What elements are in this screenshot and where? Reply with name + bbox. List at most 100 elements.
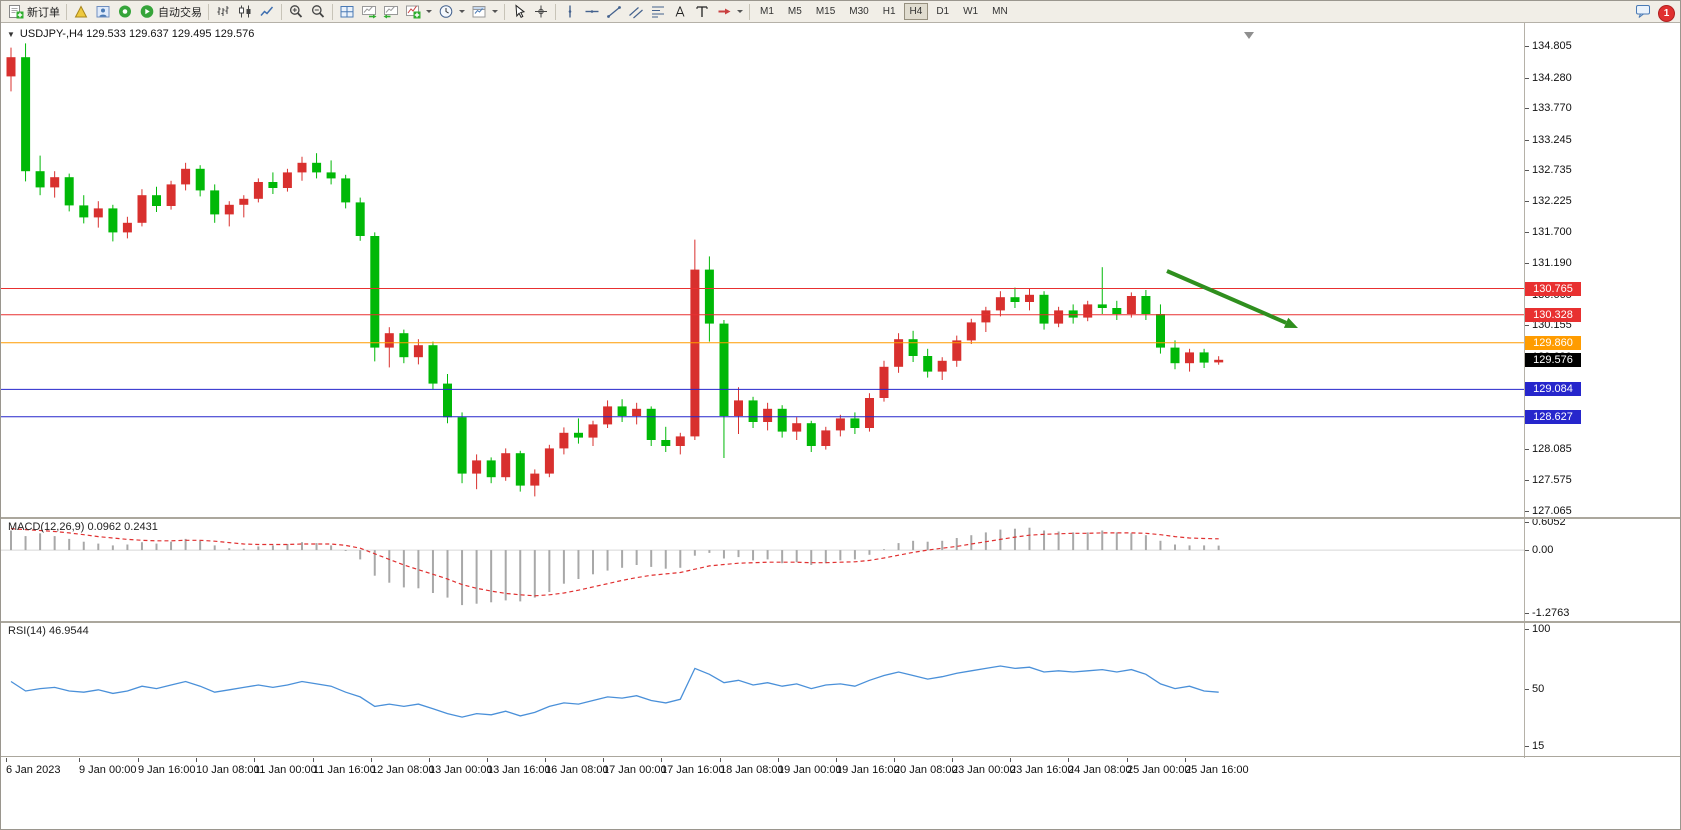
candle[interactable] bbox=[1054, 306, 1064, 328]
candle[interactable] bbox=[661, 426, 671, 452]
periods-button[interactable] bbox=[435, 2, 468, 21]
dropdown-caret-icon[interactable] bbox=[737, 10, 743, 13]
candle[interactable] bbox=[486, 457, 496, 484]
candle[interactable] bbox=[1141, 290, 1151, 320]
candle[interactable] bbox=[1199, 348, 1209, 368]
candle[interactable] bbox=[1170, 340, 1180, 370]
candle[interactable] bbox=[64, 173, 74, 212]
candle[interactable] bbox=[574, 418, 583, 444]
support-button[interactable] bbox=[114, 2, 136, 21]
candle[interactable] bbox=[50, 171, 60, 198]
candle[interactable] bbox=[166, 180, 176, 210]
horizontal-line-button[interactable] bbox=[581, 2, 603, 21]
candle[interactable] bbox=[981, 306, 991, 332]
candle[interactable] bbox=[6, 47, 16, 92]
candle[interactable] bbox=[195, 165, 205, 197]
chart-shift-button[interactable] bbox=[380, 2, 402, 21]
candle[interactable] bbox=[137, 189, 147, 227]
candle[interactable] bbox=[690, 239, 700, 440]
autotrading-button[interactable]: 自动交易 bbox=[136, 2, 205, 21]
candle[interactable] bbox=[239, 195, 249, 218]
trendline-button[interactable] bbox=[603, 2, 625, 21]
candle[interactable] bbox=[1156, 304, 1165, 354]
candle[interactable] bbox=[1214, 356, 1224, 365]
chat-icon[interactable] bbox=[1635, 3, 1651, 23]
new-order-button[interactable]: 新订单 bbox=[5, 2, 63, 21]
candle[interactable] bbox=[675, 432, 685, 455]
candle[interactable] bbox=[224, 201, 234, 227]
timeframe-mn[interactable]: MN bbox=[992, 6, 1008, 17]
candle[interactable] bbox=[632, 402, 642, 425]
crosshair-button[interactable] bbox=[530, 2, 552, 21]
fibonacci-button[interactable] bbox=[647, 2, 669, 21]
channel-button[interactable] bbox=[625, 2, 647, 21]
candle[interactable] bbox=[457, 412, 467, 484]
line-chart-button[interactable] bbox=[256, 2, 278, 21]
candle[interactable] bbox=[850, 412, 860, 434]
candle[interactable] bbox=[894, 333, 904, 373]
candle[interactable] bbox=[355, 197, 365, 241]
panel-splitter[interactable] bbox=[1, 756, 1680, 757]
candle[interactable] bbox=[544, 444, 554, 478]
timeframe-m5[interactable]: M5 bbox=[787, 6, 802, 17]
candle[interactable] bbox=[253, 178, 263, 203]
timeframe-m15[interactable]: M15 bbox=[815, 6, 836, 17]
candle[interactable] bbox=[952, 335, 962, 367]
timeframe-m1[interactable]: M1 bbox=[760, 6, 774, 17]
timeframe-w1[interactable]: W1 bbox=[963, 6, 979, 17]
editor-button[interactable] bbox=[70, 2, 92, 21]
timeframe-h4[interactable]: H4 bbox=[903, 3, 929, 20]
candle[interactable] bbox=[443, 374, 452, 424]
notification-badge[interactable]: 1 bbox=[1658, 4, 1675, 22]
candle[interactable] bbox=[603, 400, 613, 428]
panel-splitter[interactable] bbox=[1, 517, 1680, 519]
candle[interactable] bbox=[908, 330, 918, 362]
one-click-trading-toggle[interactable]: ▼ bbox=[7, 29, 15, 39]
zoom-in-button[interactable] bbox=[285, 2, 307, 21]
candle[interactable] bbox=[210, 184, 220, 223]
candle[interactable] bbox=[1039, 291, 1049, 330]
candle[interactable] bbox=[777, 405, 787, 438]
candle[interactable] bbox=[428, 341, 438, 390]
candle[interactable] bbox=[865, 393, 874, 432]
candle[interactable] bbox=[108, 204, 118, 242]
tile-windows-button[interactable] bbox=[336, 2, 358, 21]
candle[interactable] bbox=[384, 327, 394, 368]
candle[interactable] bbox=[181, 162, 191, 191]
candle[interactable] bbox=[1025, 288, 1034, 311]
candle[interactable] bbox=[399, 329, 409, 364]
candle[interactable] bbox=[806, 420, 816, 452]
candle[interactable] bbox=[152, 186, 161, 212]
dropdown-caret-icon[interactable] bbox=[426, 10, 432, 13]
candle[interactable] bbox=[1097, 267, 1107, 314]
candle[interactable] bbox=[588, 420, 598, 446]
candle[interactable] bbox=[1083, 300, 1093, 322]
price-scale[interactable]: 134.805 134.280 133.770 133.245 132.735 132.2… bbox=[1524, 23, 1680, 758]
trend-arrow-annotation[interactable] bbox=[1166, 269, 1287, 325]
arrows-button[interactable] bbox=[713, 2, 746, 21]
candle[interactable] bbox=[1126, 292, 1136, 318]
candle[interactable] bbox=[35, 155, 45, 196]
candle[interactable] bbox=[530, 469, 540, 497]
candle[interactable] bbox=[646, 406, 656, 446]
panel-splitter[interactable] bbox=[1, 621, 1680, 623]
candle[interactable] bbox=[704, 256, 714, 342]
candle[interactable] bbox=[1185, 348, 1194, 372]
candle[interactable] bbox=[748, 396, 758, 428]
candle[interactable] bbox=[515, 450, 525, 492]
candle[interactable] bbox=[734, 387, 743, 434]
zoom-out-button[interactable] bbox=[307, 2, 329, 21]
candle[interactable] bbox=[792, 417, 802, 440]
candle[interactable] bbox=[966, 318, 976, 344]
candle[interactable] bbox=[835, 414, 845, 437]
time-axis[interactable]: 6 Jan 2023 9 Jan 00:00 9 Jan 16:00 10 Jan 0… bbox=[1, 758, 1524, 780]
candle[interactable] bbox=[79, 195, 89, 224]
dropdown-caret-icon[interactable] bbox=[492, 10, 498, 13]
candle[interactable] bbox=[879, 360, 889, 402]
candle[interactable] bbox=[472, 454, 482, 490]
bar-chart-button[interactable] bbox=[212, 2, 234, 21]
candle[interactable] bbox=[923, 348, 933, 378]
indicators-button[interactable] bbox=[402, 2, 435, 21]
candle[interactable] bbox=[122, 216, 132, 239]
candle[interactable] bbox=[370, 232, 380, 362]
